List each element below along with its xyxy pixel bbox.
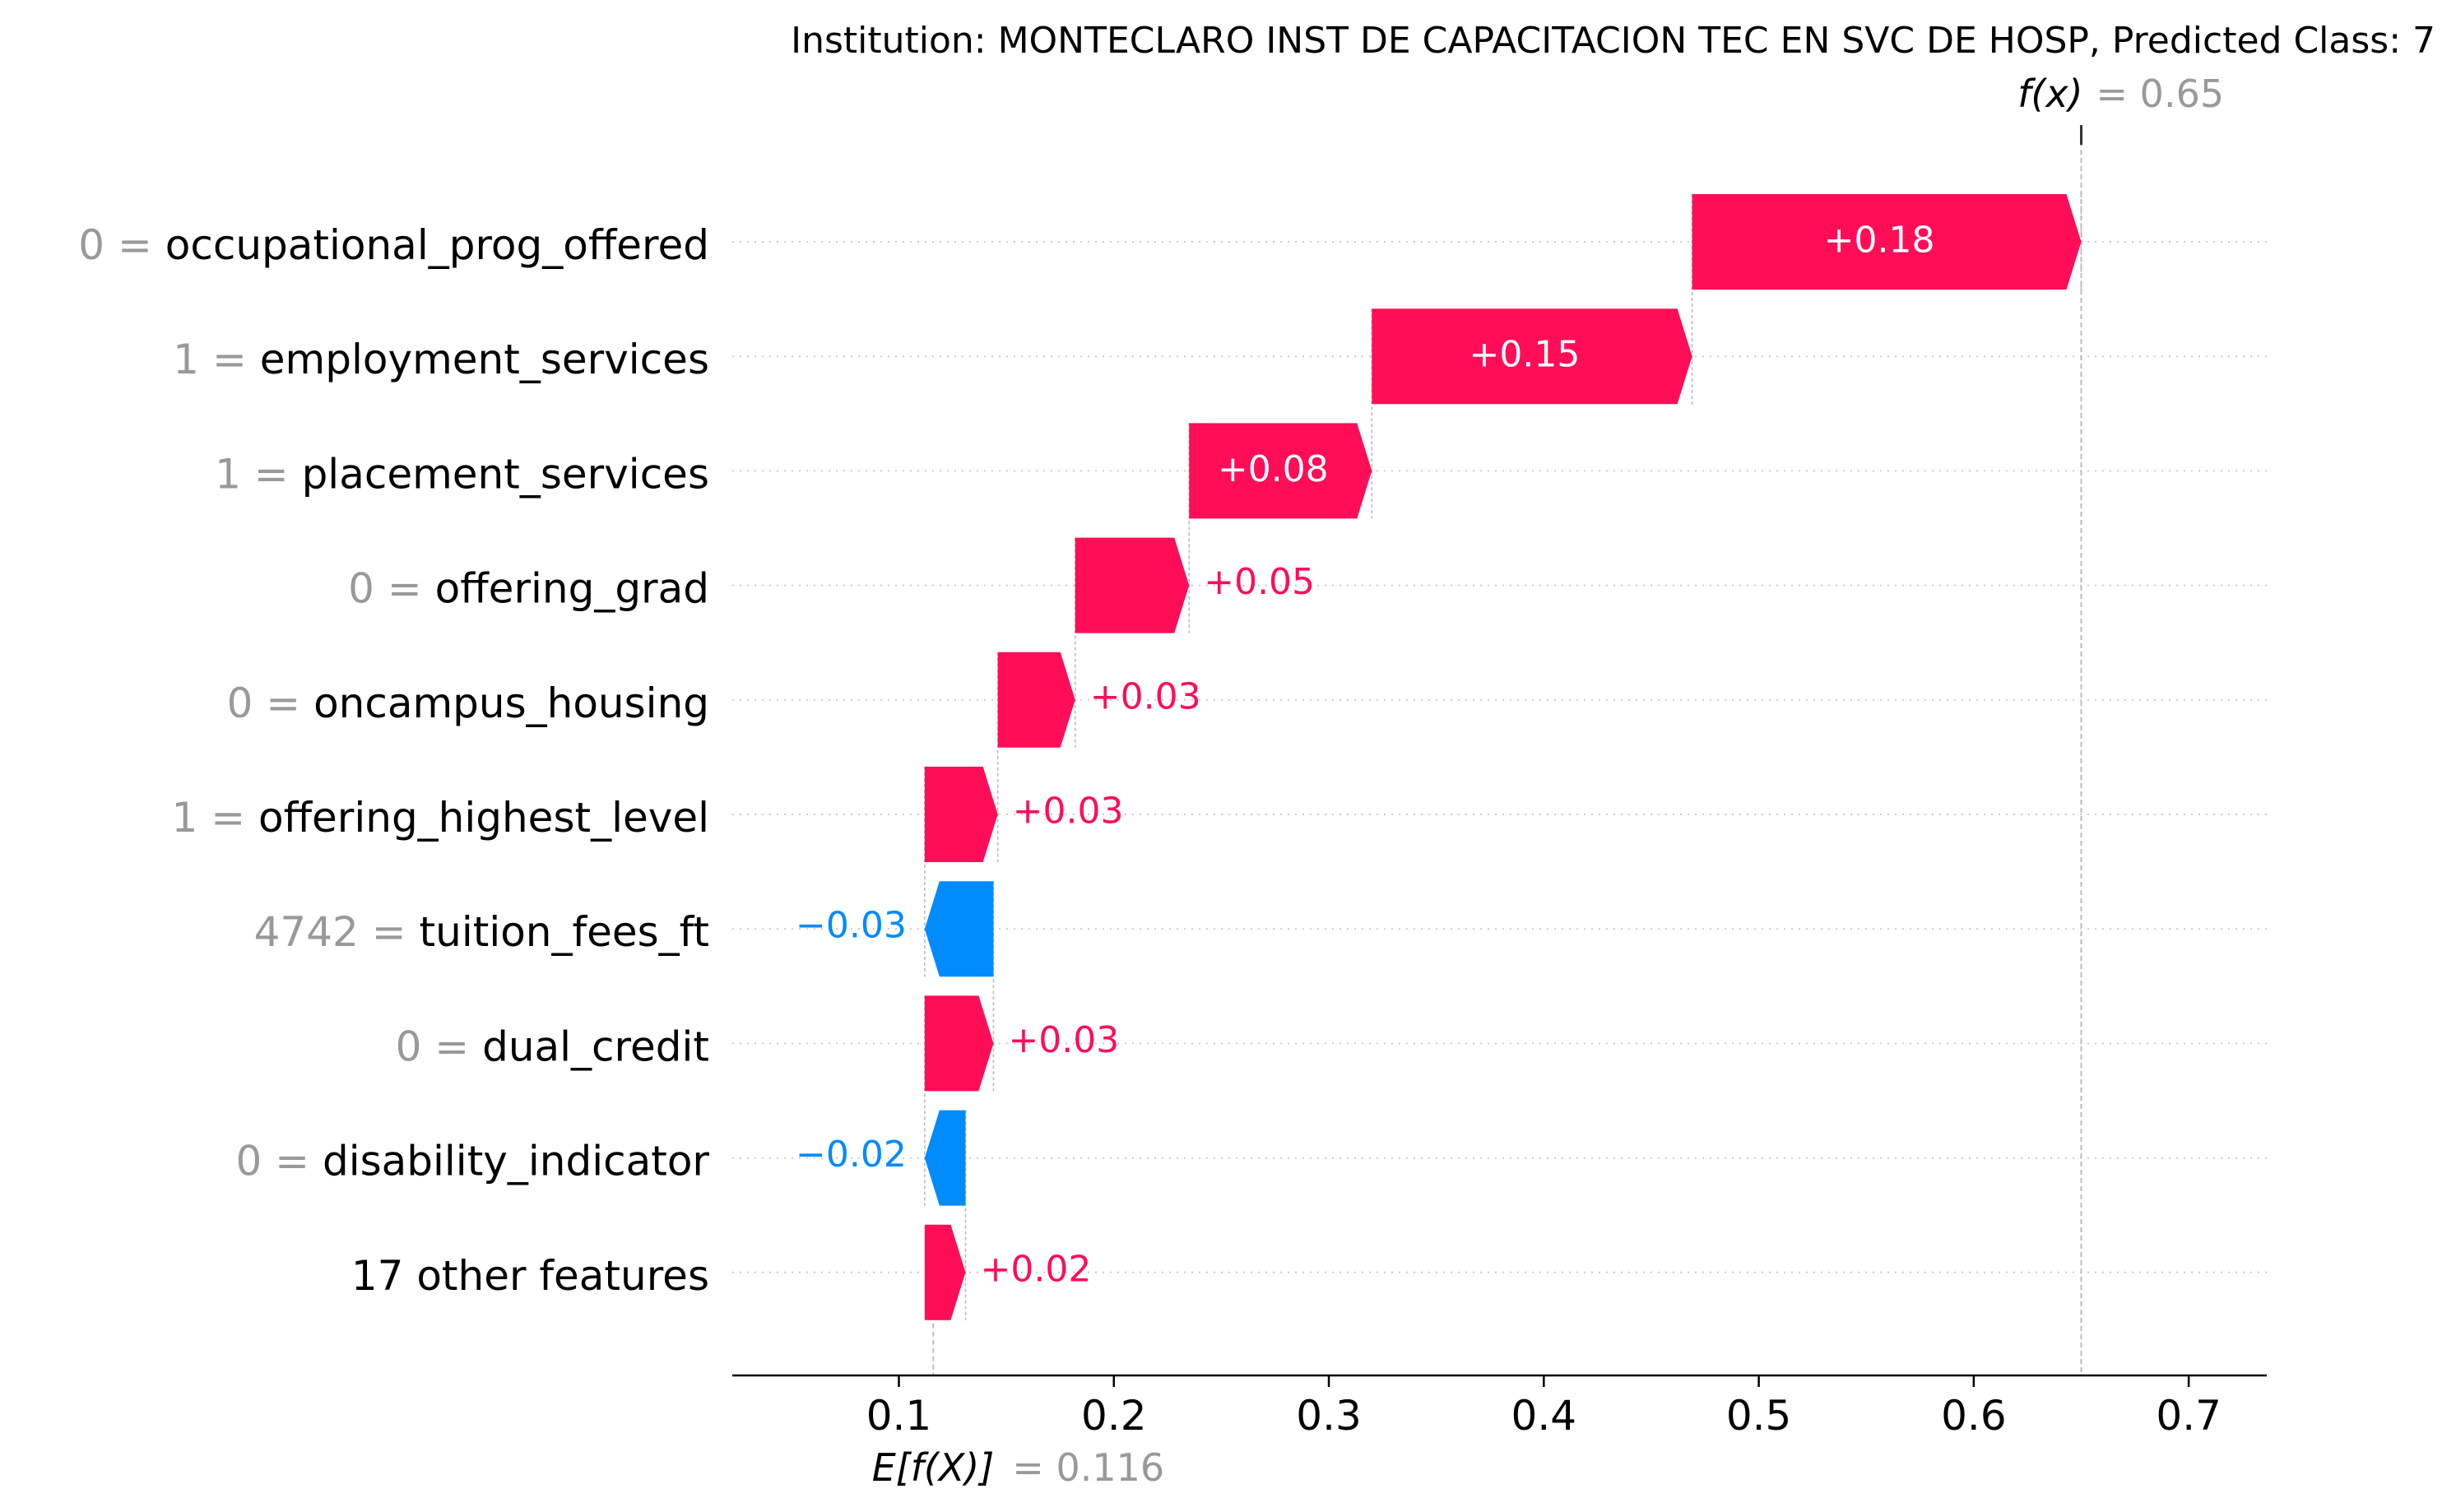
feature-label: 0 = dual_credit — [396, 1023, 709, 1070]
chart-title: Institution: MONTECLARO INST DE CAPACITA… — [791, 20, 2435, 62]
feature-name: disability_indicator — [323, 1138, 709, 1185]
feature-label: 0 = disability_indicator — [235, 1138, 709, 1185]
feature-label: 0 = occupational_prog_offered — [78, 221, 709, 269]
feature-name: employment_services — [260, 336, 709, 383]
contribution-label: +0.03 — [1013, 791, 1124, 833]
feature-label: 1 = employment_services — [173, 336, 709, 383]
output-value: = 0.65 — [2096, 72, 2225, 116]
feature-label: 0 = oncampus_housing — [227, 679, 709, 727]
feature-value: 1 = — [173, 336, 260, 383]
negative-contribution-bar — [924, 881, 994, 977]
contribution-label: +0.02 — [980, 1248, 1091, 1290]
feature-label: 4742 = tuition_fees_ft — [254, 908, 709, 956]
feature-value: 1 = — [172, 794, 259, 842]
feature-name: offering_grad — [435, 565, 709, 613]
positive-contribution-bar — [1189, 423, 1372, 519]
contribution-label: +0.18 — [1824, 220, 1935, 262]
feature-label: 0 = offering_grad — [348, 565, 709, 613]
feature-value: 0 = — [78, 221, 165, 269]
contribution-label: +0.08 — [1218, 448, 1329, 490]
feature-name: placement_services — [302, 450, 709, 498]
positive-contribution-bar — [924, 995, 994, 1092]
x-tick-label: 0.3 — [1296, 1392, 1362, 1440]
positive-contribution-bar — [997, 652, 1075, 748]
contribution-label: +0.03 — [1090, 675, 1201, 717]
contribution-label: +0.03 — [1008, 1019, 1119, 1061]
negative-contribution-bar — [924, 1110, 966, 1206]
feature-value: 0 = — [348, 565, 435, 613]
x-tick-label: 0.7 — [2156, 1392, 2222, 1440]
base-label: E[f(X)] — [872, 1445, 995, 1490]
output-value-annotation: f(x) = 0.65 — [2017, 72, 2224, 116]
feature-value: 0 = — [396, 1023, 483, 1070]
x-tick-label: 0.2 — [1081, 1392, 1147, 1440]
x-tick-label: 0.5 — [1726, 1392, 1792, 1440]
x-tick-label: 0.6 — [1941, 1392, 2007, 1440]
feature-label: 1 = offering_highest_level — [172, 794, 710, 842]
feature-value: 4742 = — [254, 908, 420, 956]
feature-name: tuition_fees_ft — [420, 908, 709, 956]
positive-contribution-bar — [924, 767, 998, 862]
feature-name: oncampus_housing — [313, 679, 709, 727]
positive-contribution-bar — [1692, 194, 2082, 290]
contribution-label: −0.02 — [796, 1134, 907, 1176]
feature-name: dual_credit — [482, 1023, 709, 1070]
positive-contribution-bar — [1075, 537, 1190, 633]
feature-label: 17 other features — [351, 1252, 709, 1300]
contribution-label: +0.15 — [1469, 334, 1581, 376]
feature-name: offering_highest_level — [258, 794, 709, 842]
feature-value: 0 = — [235, 1138, 323, 1185]
x-tick-label: 0.4 — [1511, 1392, 1577, 1440]
base-value-annotation: E[f(X)] = 0.116 — [872, 1445, 1164, 1490]
positive-contribution-bar — [1372, 308, 1692, 405]
bars: +0.18 +0.15 +0.08 +0.05 +0.03 +0.03 −0.03 +0.03… — [796, 194, 2082, 1320]
contribution-label: +0.05 — [1204, 561, 1315, 603]
base-value: = 0.116 — [1012, 1445, 1164, 1490]
feature-name: occupational_prog_offered — [165, 221, 709, 269]
feature-labels: 0 = occupational_prog_offered 1 = employm… — [78, 221, 709, 1300]
feature-label: 1 = placement_services — [215, 450, 709, 498]
x-tick-label: 0.1 — [866, 1392, 932, 1440]
feature-name: 17 other features — [351, 1252, 709, 1300]
feature-value: 1 = — [215, 450, 302, 498]
output-label: f(x) — [2017, 72, 2082, 116]
x-axis: 0.1 0.2 0.3 0.4 0.5 0.6 0.7 — [732, 1374, 2267, 1440]
contribution-label: −0.03 — [796, 905, 907, 947]
positive-contribution-bar — [924, 1224, 966, 1320]
feature-value: 0 = — [227, 679, 314, 727]
